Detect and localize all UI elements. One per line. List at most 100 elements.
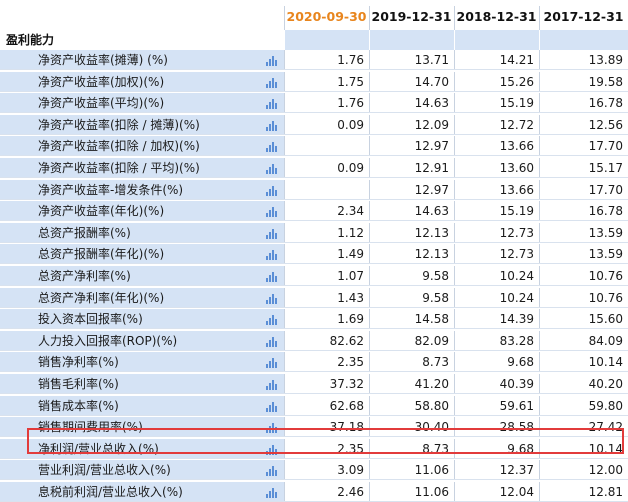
row-divider <box>0 133 628 135</box>
cell-divider <box>369 201 370 222</box>
value-cell: 13.71 <box>369 50 454 70</box>
bar-chart-icon[interactable] <box>266 488 278 498</box>
bar-chart-icon[interactable] <box>266 164 278 174</box>
table-row: 净资产收益率(扣除 / 摊薄)(%) 0.09 12.09 12.72 12.56 <box>0 114 628 135</box>
value-cell: 83.28 <box>454 330 539 351</box>
column-header-3[interactable]: 2017-12-31 <box>539 0 628 30</box>
bar-chart-icon[interactable] <box>266 77 278 88</box>
bar-chart-icon[interactable] <box>266 99 278 110</box>
table-row: 净资产收益率(年化)(%) 2.34 14.63 15.19 16.78 <box>0 201 628 222</box>
value-cell: 12.72 <box>454 114 539 135</box>
cell-divider <box>284 93 285 114</box>
cell-divider <box>284 417 285 438</box>
row-label: 总资产净利率(%) <box>0 266 284 286</box>
column-header-0[interactable]: 2020-09-30 <box>284 0 369 30</box>
bar-chart-icon[interactable] <box>266 228 278 239</box>
value-cell: 13.60 <box>454 158 539 178</box>
cell-divider <box>284 266 285 286</box>
column-header-1[interactable]: 2019-12-31 <box>369 0 454 30</box>
value-cell: 14.21 <box>454 50 539 70</box>
value-cell: 16.78 <box>539 93 628 114</box>
value-cell: 8.73 <box>369 352 454 373</box>
bar-chart-icon[interactable] <box>266 120 278 131</box>
bar-chart-icon[interactable] <box>266 423 278 434</box>
table-row: 净资产收益率(扣除 / 平均)(%) 0.09 12.91 13.60 15.17 <box>0 158 628 178</box>
cell-divider <box>284 71 285 92</box>
cell-divider <box>454 266 455 286</box>
table-row: 总资产净利率(%) 1.07 9.58 10.24 10.76 <box>0 266 628 286</box>
bar-chart-icon[interactable] <box>266 336 278 347</box>
bar-chart-icon[interactable] <box>266 250 278 261</box>
row-divider <box>0 306 628 308</box>
bar-chart-icon[interactable] <box>266 272 278 282</box>
value-cell: 10.76 <box>539 287 628 308</box>
row-label: 营业利润/营业总收入(%) <box>0 460 284 481</box>
cell-divider <box>369 136 370 157</box>
cell-divider <box>284 330 285 351</box>
value-cell: 12.97 <box>369 179 454 200</box>
value-cell: 40.39 <box>454 374 539 394</box>
row-label: 总资产报酬率(%) <box>0 222 284 243</box>
bar-chart-icon[interactable] <box>266 56 278 66</box>
value-cell: 13.89 <box>539 50 628 70</box>
value-cell: 13.66 <box>454 136 539 157</box>
section-cell <box>370 30 454 50</box>
value-cell: 12.73 <box>454 222 539 243</box>
cell-divider <box>369 352 370 373</box>
bar-chart-icon[interactable] <box>266 315 278 326</box>
bar-chart-icon[interactable] <box>266 358 278 369</box>
cell-divider <box>539 438 540 459</box>
value-cell: 9.68 <box>454 352 539 373</box>
row-label: 总资产报酬率(年化)(%) <box>0 244 284 265</box>
cell-divider <box>369 50 370 70</box>
bar-chart-icon[interactable] <box>266 444 278 455</box>
value-cell: 2.35 <box>284 352 369 373</box>
cell-divider <box>539 136 540 157</box>
cell-divider <box>454 136 455 157</box>
value-cell <box>284 136 369 157</box>
value-cell: 1.07 <box>284 266 369 286</box>
row-label: 息税前利润/营业总收入(%) <box>0 482 284 502</box>
cell-divider <box>454 201 455 222</box>
cell-divider <box>284 352 285 373</box>
cell-divider <box>454 222 455 243</box>
value-cell: 10.14 <box>539 438 628 459</box>
column-header-2[interactable]: 2018-12-31 <box>454 0 539 30</box>
cell-divider <box>454 309 455 330</box>
cell-divider <box>539 460 540 481</box>
table-row: 净资产收益率(摊薄) (%) 1.76 13.71 14.21 13.89 <box>0 50 628 70</box>
value-cell: 2.46 <box>284 482 369 502</box>
table-row: 净资产收益率-增发条件(%) 12.97 13.66 17.70 <box>0 179 628 200</box>
value-cell: 59.80 <box>539 395 628 416</box>
row-divider <box>0 177 628 178</box>
bar-chart-icon[interactable] <box>266 380 278 390</box>
value-cell: 41.20 <box>369 374 454 394</box>
column-divider <box>454 6 455 30</box>
row-divider <box>0 112 628 114</box>
value-cell: 19.58 <box>539 71 628 92</box>
bar-chart-icon[interactable] <box>266 401 278 412</box>
cell-divider <box>539 244 540 265</box>
cell-divider <box>284 438 285 459</box>
value-cell: 59.61 <box>454 395 539 416</box>
cell-divider <box>454 287 455 308</box>
cell-divider <box>284 222 285 243</box>
row-label: 销售期间费用率(%) <box>0 417 284 438</box>
cell-divider <box>284 395 285 416</box>
bar-chart-icon[interactable] <box>266 293 278 304</box>
cell-divider <box>284 287 285 308</box>
cell-divider <box>539 395 540 416</box>
value-cell: 12.81 <box>539 482 628 502</box>
bar-chart-icon[interactable] <box>266 466 278 477</box>
cell-divider <box>284 244 285 265</box>
value-cell: 82.09 <box>369 330 454 351</box>
value-cell: 9.58 <box>369 287 454 308</box>
table-row: 总资产报酬率(%) 1.12 12.13 12.73 13.59 <box>0 222 628 243</box>
bar-chart-icon[interactable] <box>266 142 278 153</box>
row-label: 净资产收益率(扣除 / 平均)(%) <box>0 158 284 178</box>
bar-chart-icon[interactable] <box>266 185 278 196</box>
row-label: 人力投入回报率(ROP)(%) <box>0 330 284 351</box>
bar-chart-icon[interactable] <box>266 207 278 218</box>
value-cell: 11.06 <box>369 482 454 502</box>
cell-divider <box>369 482 370 502</box>
